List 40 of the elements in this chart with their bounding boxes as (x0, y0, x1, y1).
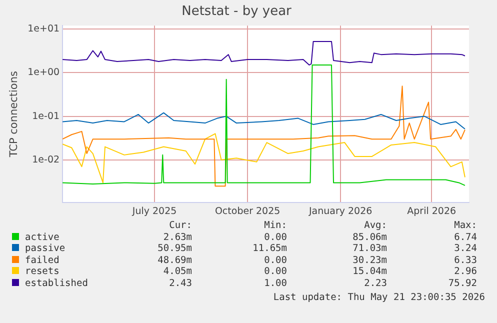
legend-label: active (24, 232, 60, 243)
x-tick-label: January 2026 (308, 206, 372, 217)
text: 0.00 (263, 254, 287, 266)
text: 75.92 (447, 278, 477, 289)
text: 1.00 (263, 278, 287, 289)
chart-title: Netstat - by year (182, 4, 292, 20)
text: Avg: (363, 220, 387, 232)
y-tick-label: 1e+01 (28, 24, 60, 35)
legend-label: passive (24, 243, 66, 254)
x-tick-label: April 2026 (407, 206, 456, 217)
text: 2.43 (168, 278, 192, 289)
text: 2.96 (453, 266, 477, 278)
text: 48.69m (156, 254, 192, 266)
text: 30.23m (352, 254, 387, 266)
text: 50.95m (156, 243, 192, 254)
text: Cur: (168, 220, 192, 232)
y-axis-title: TCP connections (8, 71, 20, 158)
text: Last update: Thu May 21 23:00:35 2026 (273, 292, 485, 303)
y-tick-label: 1e-02 (32, 154, 60, 166)
text: 11.65m (252, 243, 287, 254)
legend-label: resets (24, 266, 60, 278)
text: 0.00 (263, 232, 287, 243)
text: 4.05m (162, 266, 192, 278)
text: Min: (263, 220, 287, 232)
text: Max: (453, 220, 477, 232)
text: 85.06m (352, 232, 387, 243)
x-tick-label: October 2025 (214, 206, 280, 217)
legend-label: established (24, 278, 89, 289)
text: 2.63m (162, 232, 192, 243)
x-tick-label: July 2025 (131, 206, 177, 217)
y-tick-label: 1e-01 (32, 110, 60, 122)
legend-label: failed (24, 254, 60, 266)
text: 3.24 (453, 243, 477, 254)
y-tick-label: 1e+00 (28, 67, 60, 78)
text: 2.23 (363, 278, 387, 289)
text: 0.00 (263, 266, 287, 278)
text: 15.04m (352, 266, 387, 278)
text: 6.74 (453, 232, 477, 243)
text: 6.33 (453, 254, 477, 266)
text: 71.03m (352, 243, 387, 254)
